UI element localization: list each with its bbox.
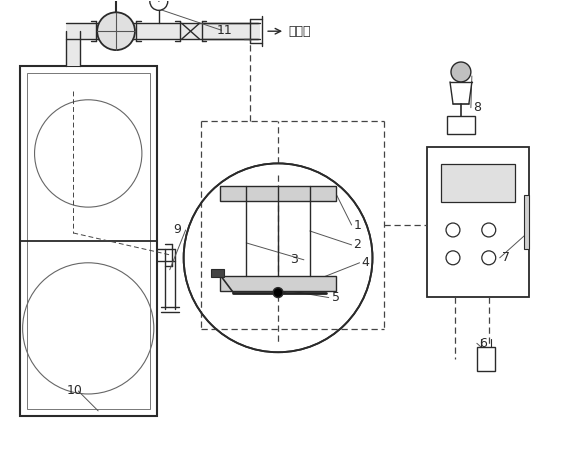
Bar: [20, 66, 157, 416]
Circle shape: [273, 288, 283, 298]
Circle shape: [183, 163, 373, 352]
Bar: [220, 276, 336, 291]
Bar: [477, 347, 494, 371]
Bar: [212, 269, 224, 277]
Text: 3: 3: [290, 253, 298, 266]
Text: 10: 10: [66, 384, 82, 398]
Circle shape: [451, 62, 471, 82]
Bar: [441, 164, 515, 202]
Text: 1: 1: [354, 218, 362, 232]
Text: 2: 2: [354, 238, 362, 252]
Circle shape: [97, 12, 135, 50]
Bar: [427, 147, 528, 297]
Bar: [66, 31, 80, 66]
Circle shape: [150, 0, 168, 10]
Text: 5: 5: [332, 291, 340, 304]
Text: 接市政: 接市政: [288, 25, 310, 38]
Text: 11: 11: [216, 24, 232, 37]
Text: 7: 7: [501, 251, 509, 264]
Text: 8: 8: [473, 101, 481, 114]
Text: 9: 9: [174, 223, 182, 237]
Bar: [524, 195, 528, 249]
Bar: [447, 116, 475, 134]
Bar: [26, 73, 150, 409]
Bar: [66, 23, 258, 39]
Text: 4: 4: [362, 256, 369, 269]
Bar: [201, 23, 260, 39]
Text: 6: 6: [479, 337, 486, 350]
Bar: [220, 186, 336, 201]
